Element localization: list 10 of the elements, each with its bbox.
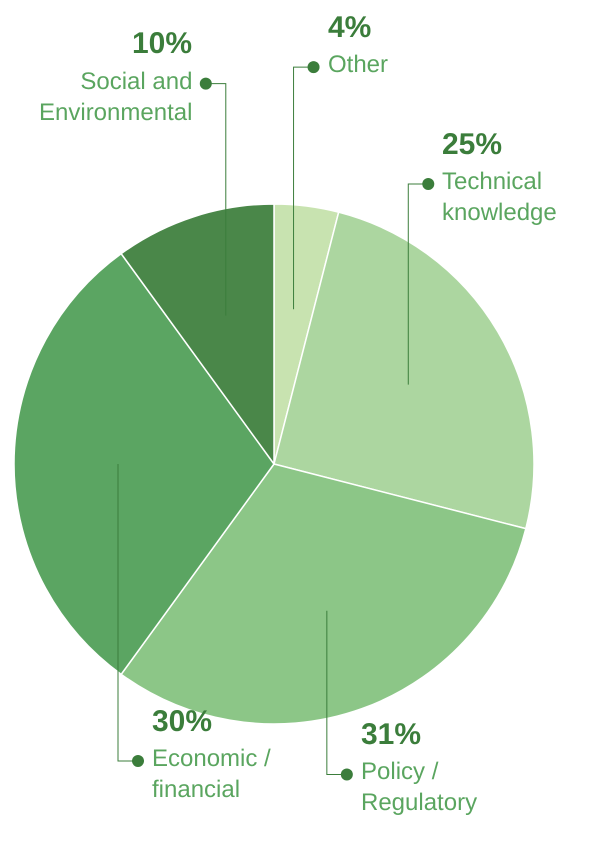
data-label: 31%: [361, 718, 422, 751]
slice-label: Policy / Regulatory: [361, 758, 478, 816]
slice-label: Social and Environmental: [39, 68, 192, 126]
slice-label: Other: [328, 51, 388, 78]
data-label: 4%: [328, 11, 372, 44]
data-label: 10%: [132, 27, 192, 60]
slice-label: Economic / financial: [152, 745, 272, 804]
slice-label: Technical knowledge: [442, 168, 557, 226]
data-label: 30%: [152, 705, 212, 738]
data-label: 25%: [442, 128, 502, 161]
